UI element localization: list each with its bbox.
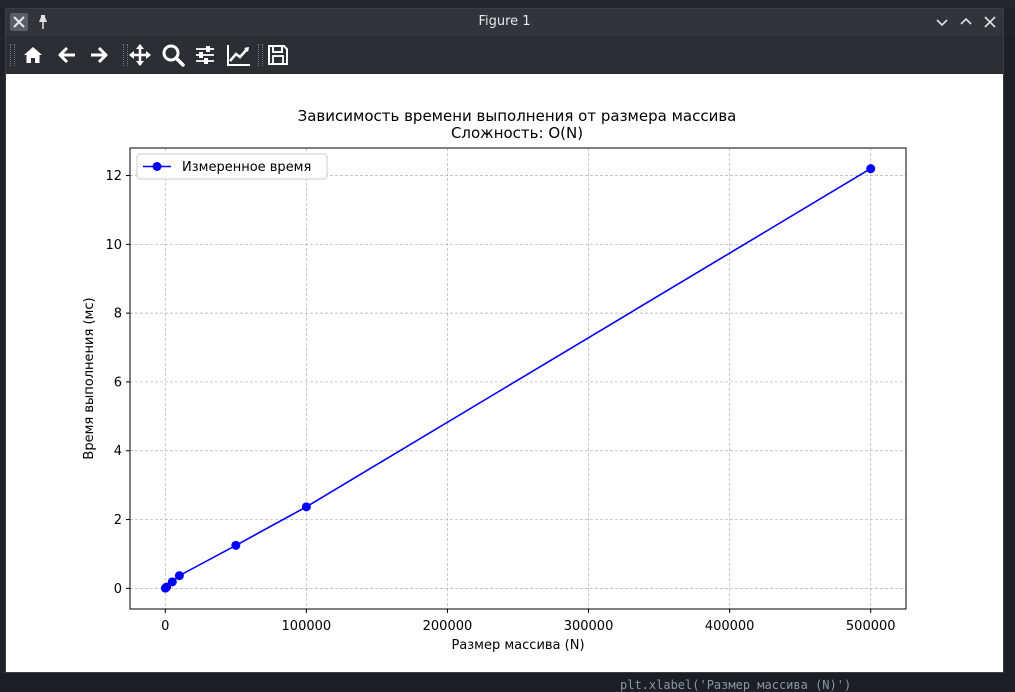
save-icon[interactable] (265, 42, 291, 68)
background-strip (0, 0, 1015, 8)
chart-title: Зависимость времени выполнения от размер… (298, 107, 737, 125)
background-right-edge (1004, 36, 1015, 690)
ticks: 0 100000 200000 300000 400000 500000 0 2 4 6 8 10 12 (105, 169, 895, 634)
background-bottom-edge (0, 673, 1015, 690)
close-icon[interactable] (982, 14, 998, 30)
toolbar-separator (258, 44, 263, 66)
line-chart: Зависимость времени выполнения от размер… (82, 107, 907, 653)
toolbar-grip[interactable] (10, 44, 15, 66)
x-tick-label: 200000 (423, 619, 473, 634)
x-tick-label: 400000 (705, 619, 755, 634)
configure-subplots-icon[interactable] (192, 42, 218, 68)
legend-entry: Измеренное время (182, 160, 311, 175)
y-tick-label: 10 (105, 238, 122, 253)
x-tick-label: 500000 (846, 619, 896, 634)
home-icon[interactable] (20, 42, 46, 68)
window-title: Figure 1 (478, 14, 531, 29)
figure-window: Figure 1 (5, 8, 1004, 673)
figure-canvas[interactable]: Зависимость времени выполнения от размер… (6, 74, 1003, 672)
legend-marker (152, 162, 162, 171)
pan-icon[interactable] (127, 42, 153, 68)
series (160, 164, 876, 593)
y-tick-label: 0 (114, 582, 122, 597)
zoom-icon[interactable] (160, 42, 186, 68)
app-icon (10, 13, 28, 31)
series-line (164, 167, 872, 589)
x-tick-label: 300000 (564, 619, 614, 634)
data-point (174, 571, 184, 581)
x-axis-label: Размер массива (N) (451, 638, 584, 653)
data-point (167, 577, 177, 587)
data-point (301, 502, 311, 512)
background-code-line: plt.xlabel('Размер массива (N)') (620, 678, 852, 692)
grid (130, 148, 906, 609)
chart-subtitle: Сложность: O(N) (451, 124, 583, 142)
pin-icon[interactable] (36, 14, 50, 30)
y-tick-label: 12 (105, 169, 122, 184)
maximize-icon[interactable] (958, 14, 974, 30)
x-tick-label: 100000 (282, 619, 332, 634)
back-arrow-icon[interactable] (54, 42, 80, 68)
y-tick-label: 2 (114, 513, 122, 528)
x-tick-label: 0 (161, 619, 169, 634)
data-point (231, 540, 241, 550)
y-axis-label: Время выполнения (мс) (82, 297, 97, 459)
y-tick-label: 6 (114, 375, 122, 390)
axes-frame (129, 147, 907, 610)
toolbar (6, 36, 1003, 73)
y-tick-label: 8 (114, 307, 122, 322)
toolbar-separator (123, 44, 128, 66)
title-bar[interactable]: Figure 1 (6, 9, 1003, 36)
legend: Измеренное время (136, 153, 328, 180)
y-tick-label: 4 (114, 444, 122, 459)
minimize-icon[interactable] (934, 14, 950, 30)
edit-axes-icon[interactable] (226, 42, 252, 68)
legend-box (136, 153, 328, 180)
data-point (866, 164, 876, 174)
forward-arrow-icon[interactable] (86, 42, 112, 68)
